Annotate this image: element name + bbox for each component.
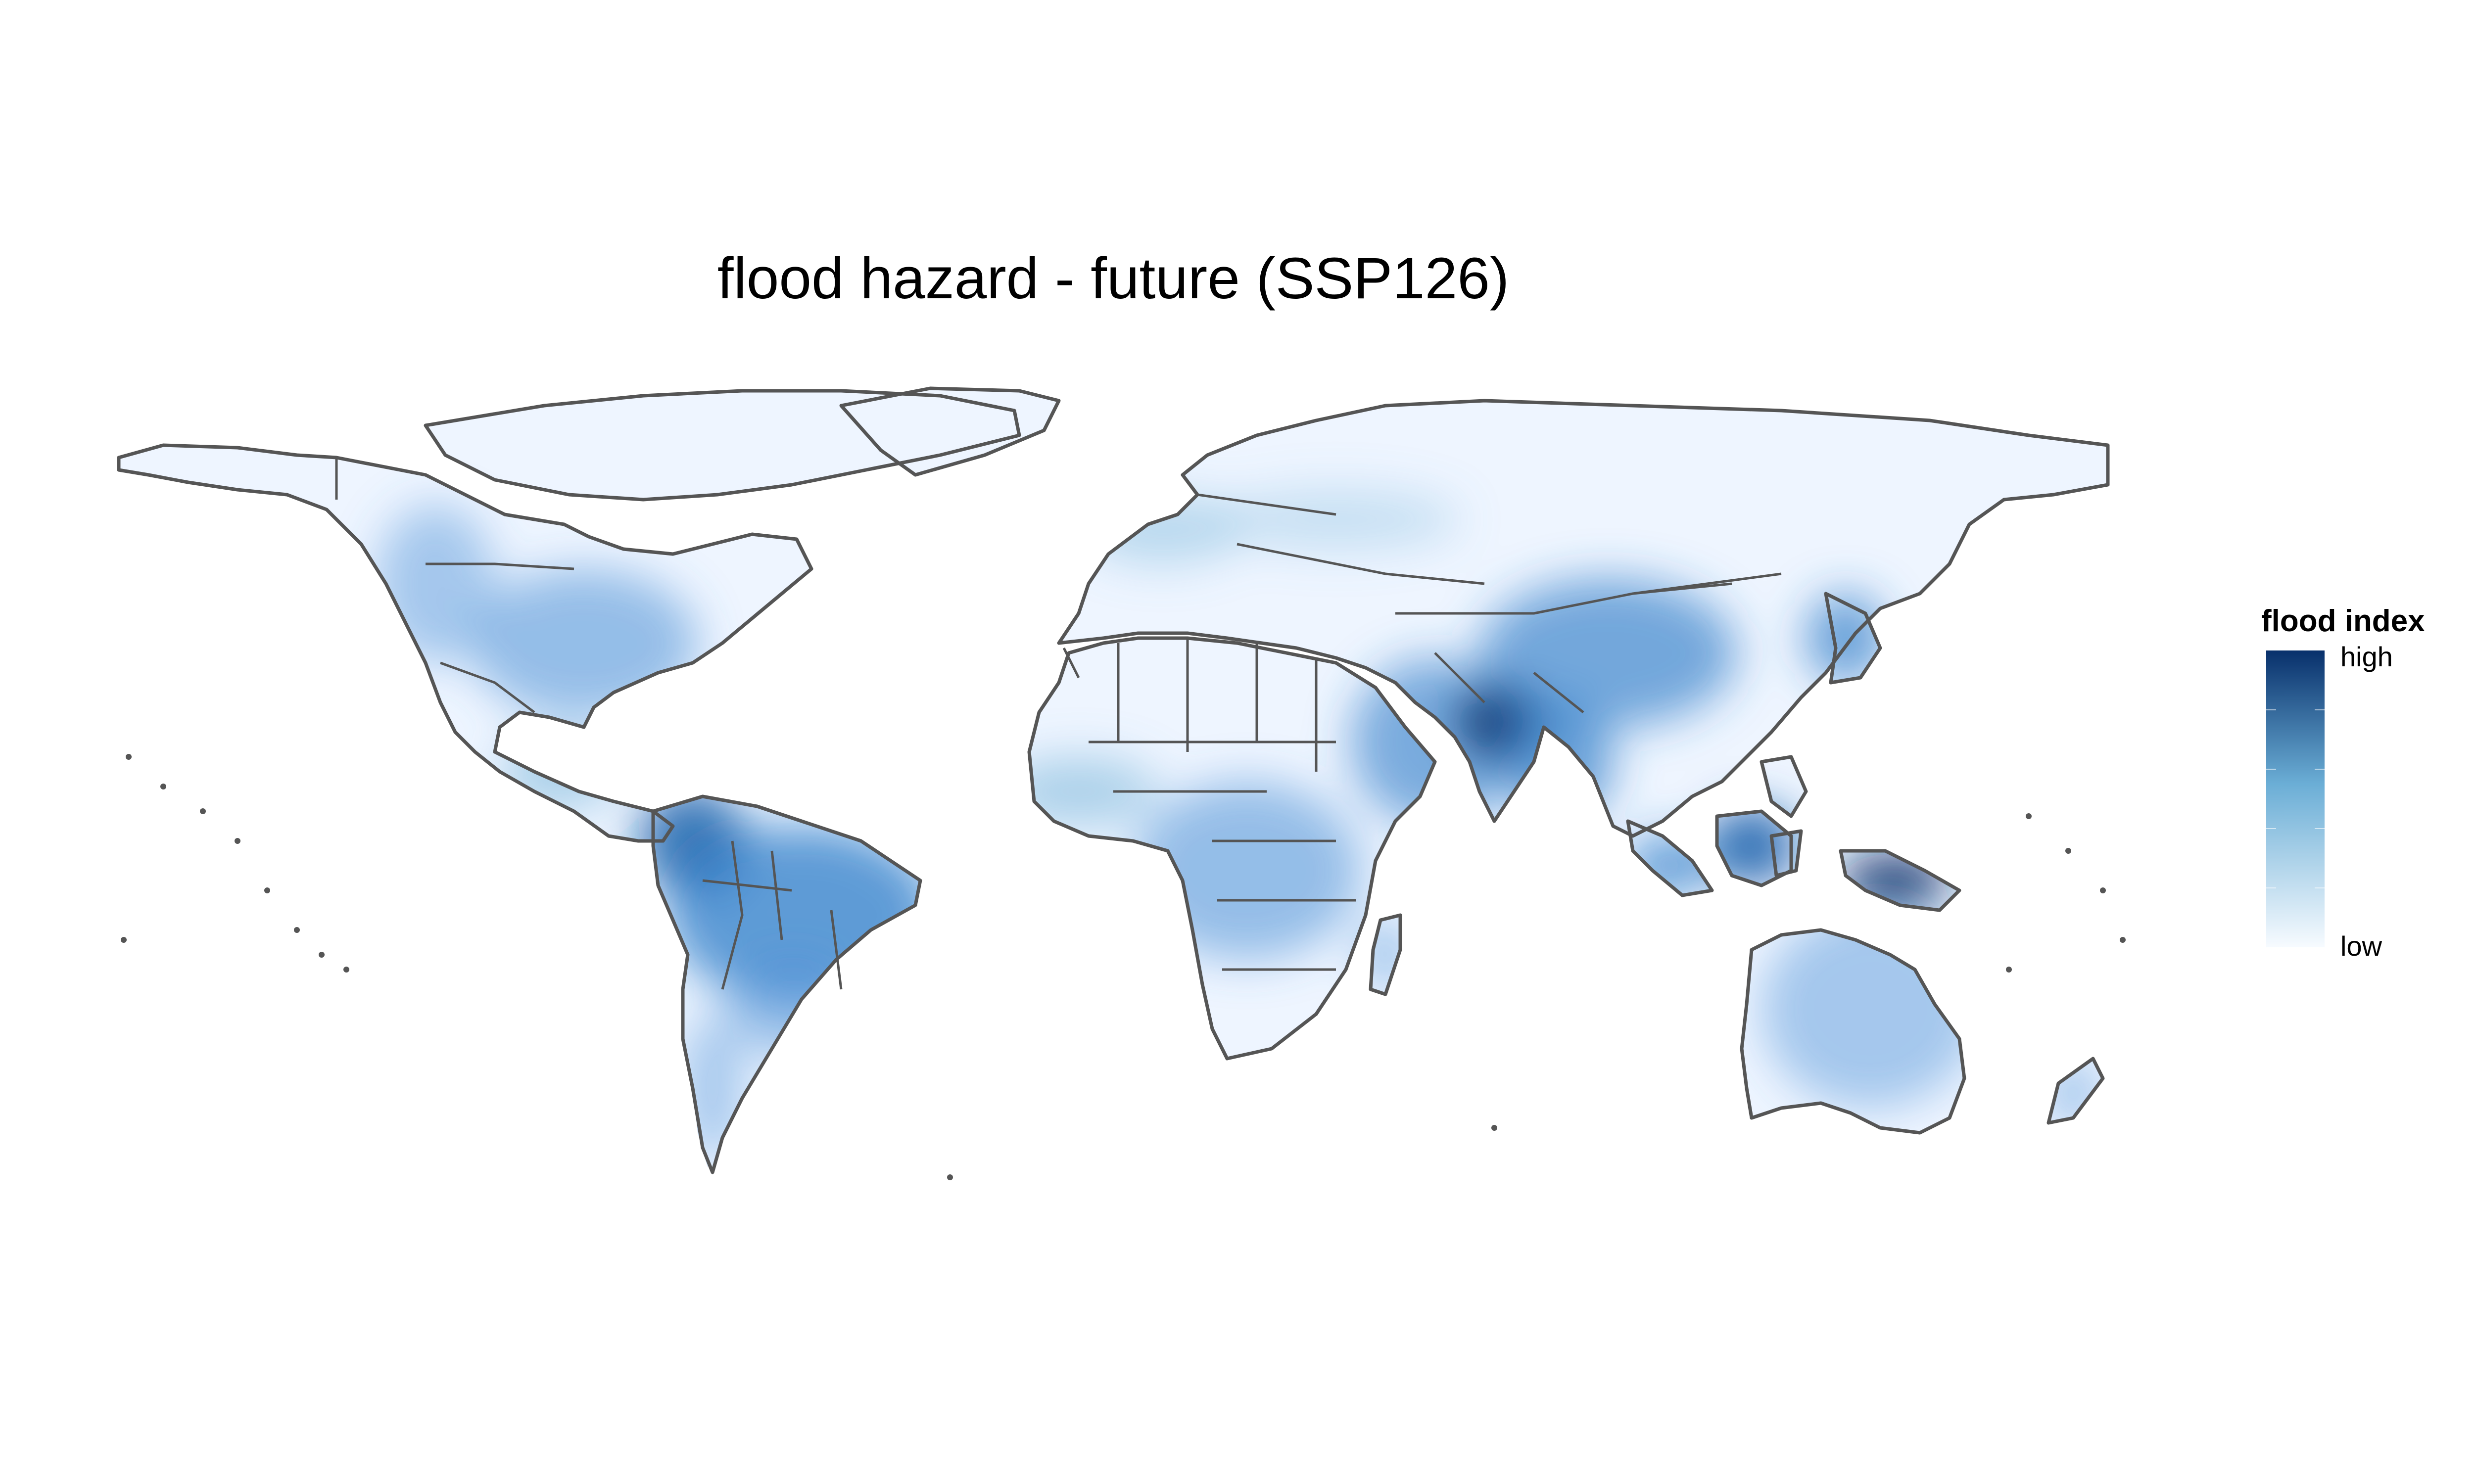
madagascar-outline bbox=[1369, 913, 1402, 996]
island-dot bbox=[2120, 937, 2126, 943]
new-guinea-outline bbox=[1839, 849, 1961, 912]
island-dot bbox=[319, 952, 325, 958]
island-dot bbox=[1491, 1125, 1497, 1131]
sulawesi-outline bbox=[1769, 829, 1803, 878]
borneo-outline bbox=[1715, 809, 1793, 887]
hotspot-eastern-us bbox=[470, 569, 698, 717]
hotspot-southern-china bbox=[1479, 579, 1737, 727]
africa-outline bbox=[1027, 636, 1437, 1061]
hotspot-eastern-australia bbox=[1761, 910, 1979, 1108]
island-dot bbox=[121, 937, 127, 943]
hotspot-southern-brazil bbox=[727, 960, 856, 1059]
island-dot bbox=[947, 1174, 953, 1180]
world-map bbox=[117, 386, 2126, 1180]
pacific-islands bbox=[121, 754, 2126, 1180]
country-borders bbox=[117, 386, 2110, 1174]
map-title: flood hazard - future (SSP126) bbox=[717, 246, 1510, 311]
island-dot bbox=[2026, 813, 2032, 819]
south-america-outline bbox=[651, 794, 922, 1174]
island-dot bbox=[126, 754, 132, 760]
legend-high-label: high bbox=[2340, 641, 2393, 672]
philippines-outline bbox=[1760, 755, 1808, 818]
island-dot bbox=[2006, 967, 2012, 973]
island-dot bbox=[294, 927, 300, 933]
island-dot bbox=[200, 808, 206, 814]
legend-low-label: low bbox=[2340, 930, 2382, 962]
land-fill-layer bbox=[119, 388, 2108, 1172]
hotspot-new-guinea bbox=[1841, 853, 1950, 908]
new-zealand-outline bbox=[2046, 1057, 2105, 1125]
hotspot-russia-north bbox=[1212, 490, 1460, 549]
legend-title: flood index bbox=[2261, 604, 2425, 638]
hotspot-pacific-northwest bbox=[376, 505, 495, 663]
legend-colorbar bbox=[2266, 650, 2325, 947]
arctic-archipelago-outline bbox=[424, 389, 1021, 502]
north-america-outline bbox=[117, 443, 813, 843]
island-dot bbox=[343, 967, 349, 973]
australia-outline bbox=[1740, 928, 1966, 1135]
eurasia-outline bbox=[1057, 399, 2110, 838]
island-dot bbox=[2065, 848, 2071, 854]
legend: flood index high low bbox=[2256, 603, 2464, 979]
island-dot bbox=[264, 887, 270, 893]
japan-outline bbox=[1824, 592, 1882, 685]
greenland-outline bbox=[839, 386, 1061, 477]
sumatra-outline bbox=[1626, 819, 1714, 897]
internal-borders bbox=[335, 458, 1782, 990]
island-dot bbox=[2100, 887, 2106, 893]
hotspot-japan bbox=[1806, 594, 1885, 683]
island-dot bbox=[160, 784, 166, 789]
island-dot bbox=[235, 838, 240, 844]
hotspot-central-africa bbox=[1133, 782, 1361, 960]
